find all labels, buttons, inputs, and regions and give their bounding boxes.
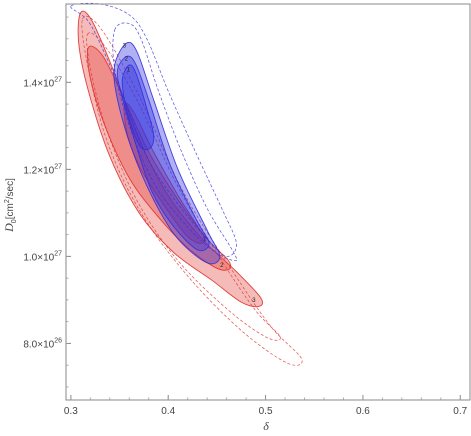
contour-dashed-1-3 (112, 22, 238, 262)
y-tick-label-3: 1.4×1027 (23, 76, 62, 89)
contour-filled-0-0 (77, 10, 264, 308)
y-axis-label: D0[cm2/sec] (2, 178, 18, 233)
contour-layer: 3 2 1 3 2 1 (70, 2, 303, 366)
tick-layer: 0.3 0.4 0.5 0.6 0.7 8.0×1026 1.0×1027 1.2×1027 1… (23, 16, 468, 417)
y-tick-label-1: 1.0×1027 (23, 250, 62, 263)
y-axis-label-main: D (2, 223, 16, 233)
contour-label-0-0: 3 (252, 298, 256, 304)
contour-filled-1-2 (121, 64, 155, 151)
x-tick-label-4: 0.7 (453, 406, 467, 417)
y-tick-label-2: 1.2×1027 (23, 163, 62, 176)
y-axis-label-unit-close: /sec] (5, 178, 16, 199)
series-blue: 3 2 1 (70, 2, 238, 265)
y-tick-label-0: 8.0×1026 (23, 337, 62, 350)
contour-filled-1-1 (116, 55, 210, 252)
x-tick-label-1: 0.4 (161, 406, 175, 417)
x-axis-label: δ (263, 419, 269, 433)
contour-filled-1-0 (113, 41, 221, 265)
x-tick-label-0: 0.3 (64, 406, 78, 417)
plot-frame (65, 3, 471, 401)
contour-dashed-1-4 (70, 2, 237, 257)
series-red: 3 2 1 (77, 10, 303, 366)
y-axis-label-unit-sup: 2 (4, 199, 11, 203)
contour-label-0-1: 2 (220, 263, 224, 269)
contour-label-1-0: 3 (123, 43, 127, 49)
contour-label-1-1: 2 (125, 56, 129, 62)
contour-label-1-2: 1 (127, 67, 131, 73)
axes-frame (65, 3, 471, 401)
contour-filled-0-2 (123, 102, 206, 244)
contour-label-0-2: 1 (203, 237, 207, 243)
y-axis-label-sub: 0 (11, 219, 18, 223)
x-tick-label-2: 0.5 (259, 406, 273, 417)
x-tick-label-3: 0.6 (356, 406, 370, 417)
y-axis-label-unit-open: [cm (5, 203, 16, 219)
